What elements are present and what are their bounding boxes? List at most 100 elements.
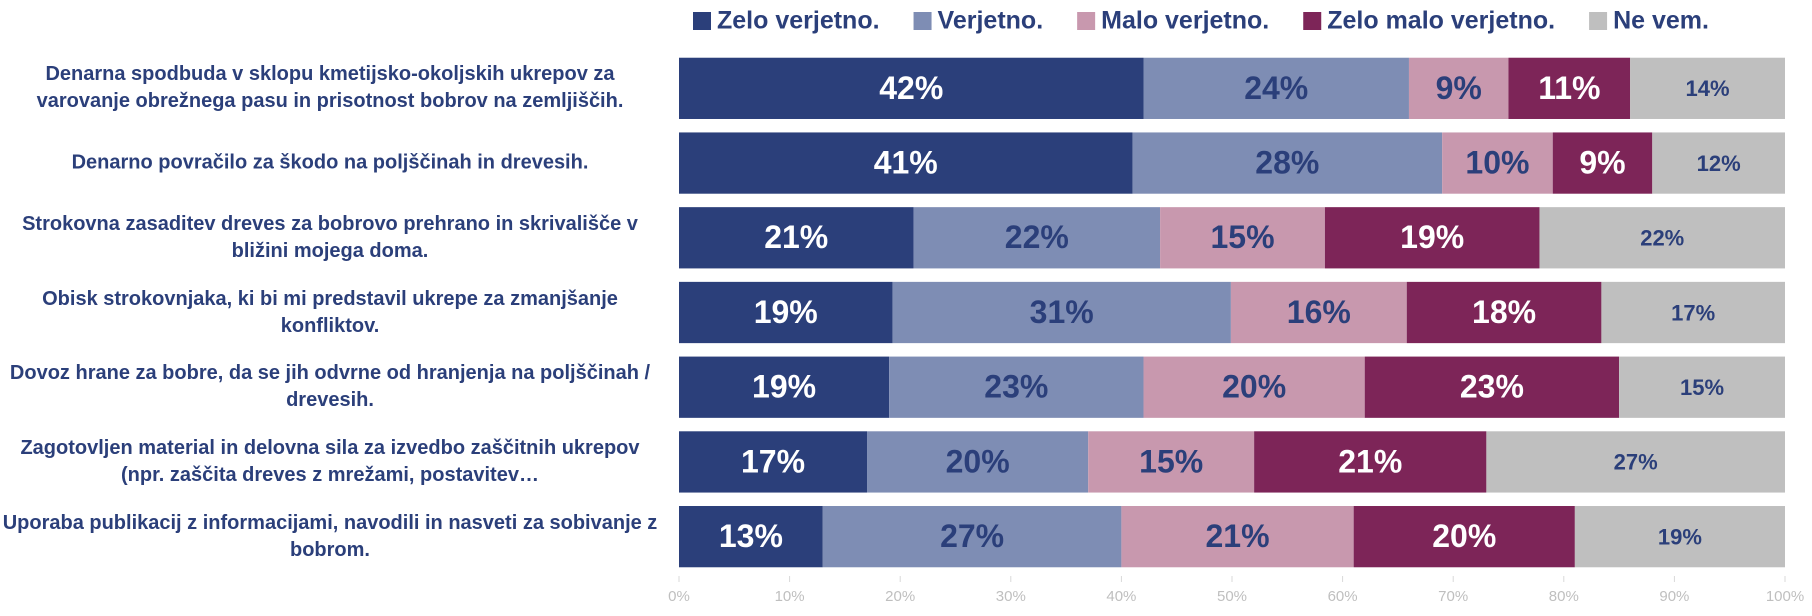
- category-label: Uporaba publikacij z informacijami, navo…: [2, 511, 658, 561]
- bar-segment: [892, 281, 1231, 344]
- value-label: 17%: [1671, 300, 1715, 325]
- bar-segment: [1539, 207, 1785, 269]
- x-tick-label: 60%: [1328, 588, 1358, 605]
- value-label: 19%: [752, 369, 816, 405]
- value-label: 20%: [1432, 518, 1496, 554]
- legend-swatch: [693, 12, 711, 30]
- bar-segment: [822, 506, 1122, 568]
- category-label: Denarno povračilo za škodo na poljščinah…: [71, 151, 589, 174]
- value-label: 16%: [1287, 294, 1351, 330]
- bar-segment: [1552, 132, 1653, 194]
- value-label: 19%: [1658, 524, 1702, 549]
- x-tick-label: 30%: [996, 588, 1026, 605]
- category-label: Denarna spodbuda v sklopu kmetijsko-okol…: [36, 63, 624, 113]
- value-label: 15%: [1680, 375, 1724, 400]
- value-label: 42%: [879, 70, 943, 106]
- bar-segment: [679, 506, 823, 568]
- bar-segment: [1601, 281, 1785, 344]
- value-label: 15%: [1139, 443, 1203, 479]
- value-label: 20%: [946, 443, 1010, 479]
- bar-segment: [1143, 57, 1409, 119]
- x-tick-label: 40%: [1106, 588, 1136, 605]
- value-label: 31%: [1030, 294, 1094, 330]
- value-label: 23%: [1460, 369, 1524, 405]
- x-tick-label: 100%: [1766, 588, 1804, 605]
- bar-segment: [1254, 431, 1487, 493]
- bar-segment: [679, 431, 868, 493]
- value-label: 12%: [1697, 151, 1741, 176]
- x-tick-label: 50%: [1217, 588, 1247, 605]
- bar-segment: [1652, 132, 1785, 194]
- legend-label: Malo verjetno.: [1101, 7, 1269, 35]
- bar-segment: [679, 207, 914, 269]
- category-label: Strokovna zasaditev dreves za bobrovo pr…: [22, 212, 638, 262]
- value-label: 24%: [1244, 70, 1308, 106]
- legend-label: Zelo verjetno.: [717, 7, 880, 35]
- bar-segment: [1630, 57, 1785, 119]
- value-label: 27%: [940, 518, 1004, 554]
- bar-segment: [1160, 207, 1325, 269]
- bar-segment: [1132, 132, 1443, 194]
- x-tick-label: 20%: [885, 588, 915, 605]
- value-label: 22%: [1005, 219, 1069, 255]
- x-tick-label: 80%: [1549, 588, 1579, 605]
- value-label: 41%: [874, 145, 938, 181]
- value-label: 19%: [754, 294, 818, 330]
- x-tick-label: 70%: [1438, 588, 1468, 605]
- value-label: 18%: [1472, 294, 1536, 330]
- bar-segment: [1353, 506, 1575, 568]
- bar-segment: [1442, 132, 1553, 194]
- bar-segment: [1406, 281, 1602, 344]
- x-tick-label: 0%: [668, 588, 690, 605]
- bar-segment: [679, 57, 1144, 119]
- value-label: 21%: [1338, 443, 1402, 479]
- value-label: 9%: [1436, 70, 1482, 106]
- bar-segment: [1230, 281, 1407, 344]
- value-label: 9%: [1579, 145, 1625, 181]
- value-label: 22%: [1640, 226, 1684, 251]
- legend-swatch: [913, 12, 932, 30]
- bar-segment: [1143, 356, 1365, 418]
- bar-segment: [1508, 57, 1631, 119]
- bar-segment: [1619, 356, 1785, 418]
- value-label: 17%: [741, 443, 805, 479]
- bar-segment: [1486, 431, 1785, 493]
- category-label: Zagotovljen material in delovna sila za …: [20, 436, 640, 486]
- x-tick-label: 10%: [775, 588, 805, 605]
- value-label: 14%: [1686, 76, 1730, 101]
- bar-segment: [913, 207, 1161, 269]
- bar-segment: [1324, 207, 1540, 269]
- bar-segment: [679, 281, 893, 344]
- bar-segment: [679, 132, 1133, 194]
- value-label: 13%: [719, 518, 783, 554]
- legend-swatch: [1589, 12, 1608, 30]
- bar-segment: [1088, 431, 1255, 493]
- category-label: Dovoz hrane za bobre, da se jih odvrne o…: [9, 362, 651, 412]
- bar-segment: [1574, 506, 1785, 568]
- legend-label: Verjetno.: [938, 7, 1044, 35]
- value-label: 20%: [1222, 369, 1286, 405]
- category-label: Obisk strokovnjaka, ki bi mi predstavil …: [42, 287, 618, 337]
- x-tick-label: 90%: [1659, 588, 1689, 605]
- value-label: 23%: [984, 369, 1048, 405]
- legend-swatch: [1077, 12, 1096, 30]
- value-label: 28%: [1255, 145, 1319, 181]
- bar-segment: [867, 431, 1089, 493]
- value-label: 27%: [1614, 450, 1658, 475]
- legend-label: Zelo malo verjetno.: [1327, 7, 1555, 35]
- bar-segment: [679, 356, 890, 418]
- bar-segment: [1121, 506, 1354, 568]
- value-label: 19%: [1400, 219, 1464, 255]
- legend-label: Ne vem.: [1613, 7, 1709, 35]
- value-label: 21%: [764, 219, 828, 255]
- value-label: 11%: [1538, 70, 1600, 106]
- bar-segment: [1364, 356, 1620, 418]
- bar-segment: [1408, 57, 1509, 119]
- legend-swatch: [1303, 12, 1322, 30]
- value-label: 21%: [1206, 518, 1270, 554]
- bar-segment: [889, 356, 1144, 418]
- value-label: 10%: [1465, 145, 1529, 181]
- value-label: 15%: [1210, 219, 1274, 255]
